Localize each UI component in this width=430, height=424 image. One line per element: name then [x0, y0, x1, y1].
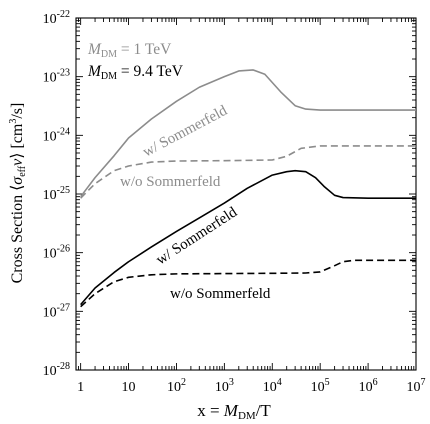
- y-tick-label: 10-24: [43, 126, 70, 144]
- series-line-1: [80, 69, 416, 198]
- x-tick-label: 102: [167, 377, 186, 395]
- legend-entry-2: MDM = 9.4 TeV: [87, 63, 184, 82]
- x-tick-label: 1: [77, 380, 84, 395]
- series-label-black-sommerfeld: w/ Sommerfeld: [153, 204, 240, 268]
- series-line-4: [80, 259, 416, 308]
- y-tick-label: 10-25: [43, 185, 70, 203]
- y-tick-label: 10-27: [43, 302, 70, 320]
- x-tick-label: 107: [407, 377, 426, 395]
- y-axis-label: Cross Section ⟨σeffv⟩ [cm3/s]: [8, 103, 28, 284]
- x-tick-label: 10: [122, 380, 136, 395]
- y-tick-label: 10-22: [43, 9, 70, 27]
- y-tick-label: 10-28: [43, 361, 70, 379]
- y-tick-label: 10-23: [43, 68, 70, 86]
- x-axis-label: x = MDM/T: [197, 401, 271, 422]
- series-label-gray-sommerfeld: w/ Sommerfeld: [140, 103, 230, 161]
- legend-entry-1: MDM = 1 TeV: [87, 41, 172, 60]
- x-tick-label: 104: [263, 377, 282, 395]
- x-tick-label: 103: [215, 377, 234, 395]
- series-line-2: [80, 145, 416, 199]
- y-tick-label: 10-26: [43, 244, 70, 262]
- series-label-gray-no-sommerfeld: w/o Sommerfeld: [120, 174, 221, 190]
- series-label-black-no-sommerfeld: w/o Sommerfeld: [170, 286, 271, 302]
- series-line-3: [80, 169, 416, 306]
- x-tick-label: 106: [359, 377, 378, 395]
- x-tick-label: 105: [311, 377, 330, 395]
